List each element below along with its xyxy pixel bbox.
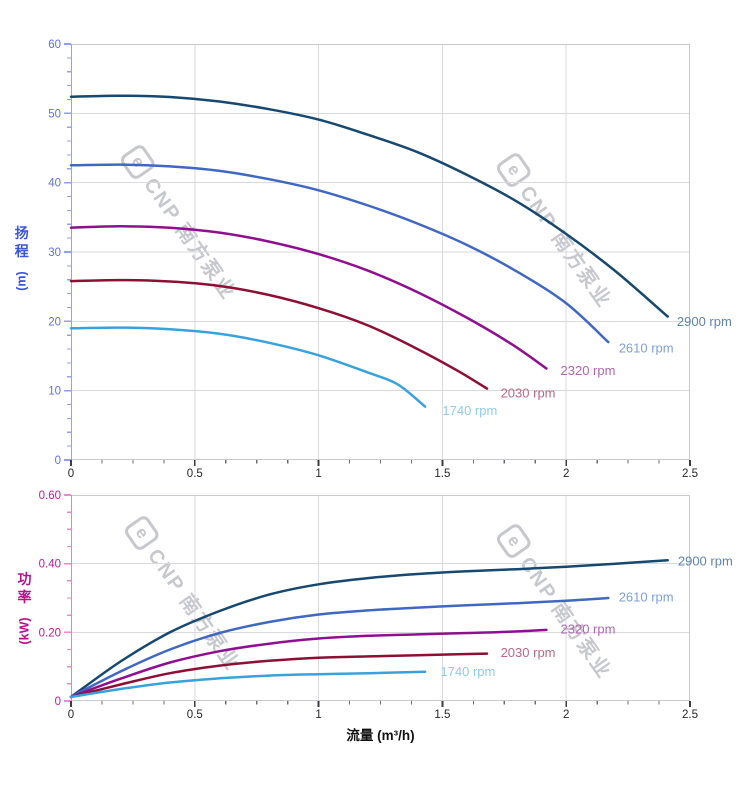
flow-x-axis-title: 流量 (m³/h)	[346, 728, 415, 743]
x-tick-label: 0.5	[187, 468, 203, 480]
curve-2610-rpm	[69, 163, 610, 344]
x-tick-label: 1.5	[434, 709, 450, 721]
x-tick-label: 1	[315, 468, 321, 480]
y-tick-label: 0.20	[39, 627, 61, 639]
curve-label-2900-rpm: 2900 rpm	[677, 314, 732, 329]
x-tick-label: 2.5	[682, 709, 698, 721]
curve-2320-rpm	[69, 628, 548, 699]
x-tick-label: 0.5	[187, 709, 203, 721]
curve-2900-rpm	[69, 558, 669, 699]
y-tick-label: 30	[48, 247, 61, 259]
curve-2320-rpm	[69, 225, 548, 370]
y-tick-label: 0	[55, 455, 61, 467]
curve-label-2610-rpm: 2610 rpm	[619, 590, 674, 605]
x-tick-label: 2	[563, 468, 569, 480]
curve-label-2610-rpm: 2610 rpm	[619, 340, 674, 355]
y-tick-label: 10	[48, 386, 61, 398]
x-tick-label: 2	[563, 709, 569, 721]
curve-1740-rpm	[69, 326, 427, 408]
head-y-axis-unit: (m)	[14, 271, 29, 291]
y-tick-label: 50	[48, 108, 61, 120]
curve-label-1740-rpm: 1740 rpm	[440, 664, 495, 679]
curve-label-1740-rpm: 1740 rpm	[442, 403, 497, 418]
y-tick-label: 20	[48, 316, 61, 328]
curve-1740-rpm	[69, 670, 427, 699]
y-tick-label: 0	[55, 696, 61, 708]
curve-2610-rpm	[69, 596, 610, 699]
curve-label-2320-rpm: 2320 rpm	[561, 622, 616, 637]
head-y-axis-title: 扬程 (m)	[12, 225, 31, 291]
curve-2030-rpm	[69, 652, 489, 699]
x-tick-label: 1.5	[434, 468, 450, 480]
x-tick-label: 0	[68, 468, 74, 480]
head-y-axis-title-text: 扬程	[14, 225, 29, 259]
power-y-axis-title-text: 功率	[17, 571, 32, 605]
curve-label-2030-rpm: 2030 rpm	[501, 385, 556, 400]
x-tick-label: 0	[68, 709, 74, 721]
y-tick-label: 0.40	[39, 559, 61, 571]
curve-2900-rpm	[69, 94, 669, 318]
power-y-axis-title: 功率 (kW)	[11, 571, 38, 645]
y-tick-label: 0.60	[39, 490, 61, 502]
y-tick-label: 40	[48, 178, 61, 190]
power-chart-canvas: 0 0.20 0.40 0.60 0 0.5 1 1.5 2 2.5 2900 rpm 2610 rp…	[39, 490, 733, 721]
power-y-axis-unit: (kW)	[17, 617, 32, 645]
curve-label-2900-rpm: 2900 rpm	[678, 553, 733, 568]
curve-label-2030-rpm: 2030 rpm	[501, 645, 556, 660]
curve-label-2320-rpm: 2320 rpm	[561, 363, 616, 378]
curve-2030-rpm	[69, 278, 489, 390]
y-tick-label: 60	[48, 39, 61, 51]
x-tick-label: 2.5	[682, 468, 698, 480]
x-tick-label: 1	[315, 709, 321, 721]
